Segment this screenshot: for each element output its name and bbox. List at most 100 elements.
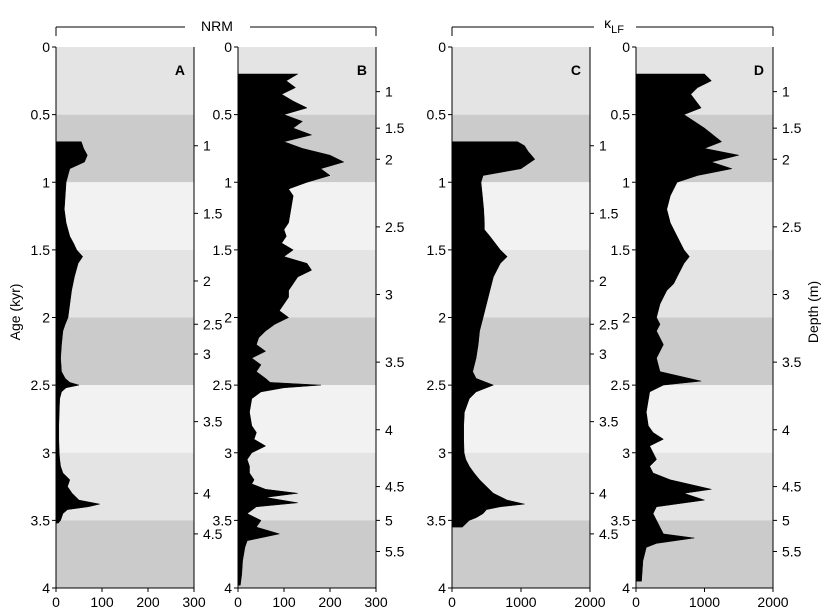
y-tick-label: 3.5 (611, 512, 631, 528)
y-axis-label-right: Depth (m) (805, 281, 821, 343)
depth-tick-label: 2 (599, 273, 607, 289)
y-tick-label: 0 (224, 39, 232, 55)
x-tick-label: 300 (364, 594, 388, 610)
age-band (452, 385, 590, 453)
nrm-group-bracket: NRM (55, 18, 377, 36)
x-tick-label: 300 (182, 594, 206, 610)
y-tick-label: 0.5 (31, 107, 51, 123)
y-tick-label: 3 (224, 445, 232, 461)
x-tick-label: 0 (632, 594, 640, 610)
y-tick-label: 3.5 (427, 512, 447, 528)
age-band (452, 520, 590, 588)
depth-tick-label: 4 (599, 485, 607, 501)
data-area (635, 73, 739, 582)
depth-tick-label: 2.5 (599, 316, 619, 332)
panel-letter: B (357, 62, 367, 78)
depth-tick-label: 5 (385, 512, 393, 528)
depth-tick-label: 2 (782, 151, 790, 167)
chart-panels: 00.511.522.533.540 100 200 30011.522.533.54… (31, 39, 802, 610)
y-tick-label: 2 (42, 310, 50, 326)
y-tick-label: 2.5 (611, 377, 631, 393)
y-tick-label: 1 (224, 174, 232, 190)
x-tick-label: 1000 (689, 594, 720, 610)
depth-tick-label: 1 (203, 138, 211, 154)
y-tick-label: 4 (622, 580, 630, 596)
depth-tick-label: 1.5 (203, 205, 223, 221)
y-tick-label: 0 (42, 39, 50, 55)
depth-tick-label: 4 (203, 485, 211, 501)
x-tick-label: 100 (272, 594, 296, 610)
age-band (238, 452, 376, 521)
y-tick-label: 0.5 (611, 107, 631, 123)
depth-tick-label: 3.5 (599, 414, 619, 430)
depth-tick-label: 1.5 (385, 120, 405, 136)
depth-tick-label: 3.5 (782, 354, 802, 370)
panel-letter: A (175, 62, 185, 78)
data-area (237, 73, 345, 586)
depth-tick-label: 3 (203, 346, 211, 362)
age-band (56, 317, 194, 386)
depth-tick-label: 3 (782, 287, 790, 303)
age-band (56, 520, 194, 588)
y-tick-label: 1 (622, 174, 630, 190)
y-tick-label: 2 (224, 310, 232, 326)
depth-tick-label: 2.5 (385, 219, 405, 235)
data-area (55, 141, 100, 524)
panel-b: 00.511.522.533.540 100 200 30011.522.533.54… (213, 39, 405, 610)
y-tick-label: 0.5 (427, 107, 447, 123)
y-tick-label: 0 (622, 39, 630, 55)
depth-tick-label: 5.5 (385, 543, 405, 559)
x-tick-label: 2000 (574, 594, 605, 610)
depth-tick-label: 3 (599, 346, 607, 362)
depth-tick-label: 5.5 (782, 543, 802, 559)
x-tick-label: 200 (136, 594, 160, 610)
depth-tick-label: 4.5 (782, 479, 802, 495)
depth-tick-label: 3.5 (385, 354, 405, 370)
y-tick-label: 2 (622, 310, 630, 326)
depth-tick-label: 4.5 (599, 526, 619, 542)
y-tick-label: 4 (42, 580, 50, 596)
y-axis-label-left: Age (kyr) (7, 284, 23, 341)
y-tick-label: 4 (224, 580, 232, 596)
panel-a: 00.511.522.533.540 100 200 30011.522.533.54… (31, 39, 223, 610)
data-area (451, 141, 536, 528)
klf-kappa: κ (604, 15, 612, 31)
y-tick-label: 2 (438, 310, 446, 326)
depth-tick-label: 2.5 (203, 316, 223, 332)
panel-d: 00.511.522.533.540 1000 200011.522.533.544… (611, 39, 802, 610)
y-tick-label: 2.5 (213, 377, 233, 393)
y-tick-label: 1.5 (427, 242, 447, 258)
age-band (238, 385, 376, 453)
y-tick-label: 1.5 (213, 242, 233, 258)
y-tick-label: 1 (42, 174, 50, 190)
y-tick-label: 1.5 (611, 242, 631, 258)
depth-tick-label: 4 (782, 422, 790, 438)
depth-tick-label: 4.5 (203, 526, 223, 542)
age-band (56, 47, 194, 115)
depth-tick-label: 2 (203, 273, 211, 289)
y-tick-label: 2.5 (427, 377, 447, 393)
depth-tick-label: 1.5 (782, 120, 802, 136)
y-tick-label: 3.5 (31, 512, 51, 528)
depth-tick-label: 1 (385, 84, 393, 100)
panel-c: 00.511.522.533.540 1000 200011.522.533.544… (427, 39, 619, 610)
depth-tick-label: 3 (385, 287, 393, 303)
y-tick-label: 3 (622, 445, 630, 461)
y-tick-label: 1 (438, 174, 446, 190)
y-tick-label: 1.5 (31, 242, 51, 258)
y-tick-label: 0.5 (213, 107, 233, 123)
x-tick-label: 1000 (505, 594, 536, 610)
klf-group-bracket: κLF (451, 15, 774, 36)
depth-tick-label: 3.5 (203, 414, 223, 430)
klf-subscript: LF (611, 24, 624, 36)
depth-tick-label: 2.5 (782, 219, 802, 235)
depth-tick-label: 4 (385, 422, 393, 438)
depth-tick-label: 5 (782, 512, 790, 528)
y-tick-label: 0 (438, 39, 446, 55)
depth-tick-label: 2 (385, 151, 393, 167)
x-tick-label: 0 (52, 594, 60, 610)
depth-tick-label: 1 (782, 84, 790, 100)
x-tick-label: 0 (448, 594, 456, 610)
y-tick-label: 4 (438, 580, 446, 596)
